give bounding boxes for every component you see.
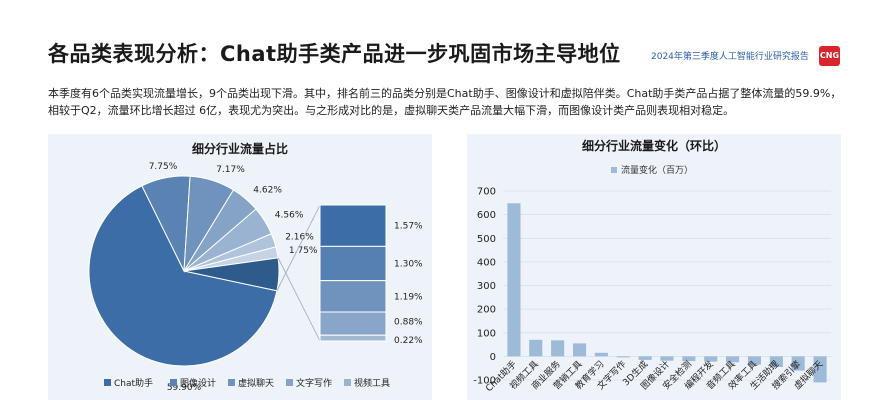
bar — [769, 356, 783, 367]
y-tick-label: -100 — [473, 376, 496, 387]
breakout-segment — [319, 245, 387, 282]
brand-logo: CNG — [819, 46, 840, 66]
legend-swatch — [170, 379, 177, 386]
bar — [813, 356, 827, 383]
page-title: 各品类表现分析：Chat助手类产品进一步巩固市场主导地位 — [48, 42, 621, 66]
pie-chart: 细分行业流量占比 59.90% 7.75% 7.17% 4.62% 4.56% 2.16% 1… — [88, 141, 423, 393]
legend-label: Chat助手 — [114, 377, 153, 389]
bar — [747, 356, 761, 365]
breakout-segment — [319, 334, 387, 342]
legend-swatch — [228, 379, 235, 386]
bar — [507, 203, 521, 357]
bar — [682, 356, 696, 362]
breakout-segment — [319, 204, 387, 247]
pie-slice-label: 59.90% — [167, 383, 202, 393]
breakout-label: 1.57% — [394, 222, 423, 232]
pie-slice — [88, 185, 278, 367]
y-tick-label: 300 — [477, 281, 496, 292]
legend-label: 图像设计 — [180, 377, 216, 389]
legend-swatch — [344, 379, 351, 386]
pie-slice-label: 7.17% — [216, 165, 245, 175]
y-tick-label: 200 — [477, 305, 496, 316]
bar-chart-title: 细分行业流量变化（环比） — [582, 138, 726, 153]
bar — [594, 352, 608, 357]
breakout-connector — [277, 257, 321, 342]
y-tick-label: 600 — [477, 210, 496, 221]
pie-slice-label: 4.62% — [253, 185, 282, 195]
description: 本季度有6个品类实现流量增长，9个品类出现下滑。其中，排名前三的品类分别是Cha… — [48, 85, 848, 119]
bar-chart-panel: 细分行业流量变化（环比） 流量变化（百万） -100 0 100 200 300 400 500… — [467, 134, 841, 400]
legend-swatch — [286, 379, 293, 386]
breakout-connector — [276, 204, 321, 291]
y-tick-label: 700 — [477, 187, 496, 198]
breakout-label: 1.30% — [394, 260, 423, 270]
description-line-1: 本季度有6个品类实现流量增长，9个品类出现下滑。其中，排名前三的品类分别是Cha… — [48, 87, 842, 100]
pie-slice-label: 2.16% — [285, 232, 314, 242]
bar — [616, 356, 630, 358]
pie-chart-title: 细分行业流量占比 — [192, 141, 288, 156]
y-tick-label: 500 — [477, 234, 496, 245]
y-tick-label: 0 — [490, 352, 496, 363]
breakout-label: 0.22% — [394, 336, 423, 346]
legend-label: 视频工具 — [354, 377, 390, 389]
legend-label: 文字写作 — [296, 377, 332, 389]
legend-swatch — [104, 379, 111, 386]
bar — [791, 356, 805, 371]
y-tick-label: 100 — [477, 328, 496, 339]
bar — [529, 339, 543, 357]
legend-label: 虚拟聊天 — [238, 377, 274, 389]
bar — [660, 356, 674, 361]
bar-legend-swatch — [611, 167, 617, 173]
y-tick-label: 400 — [477, 257, 496, 268]
pie-slice-label: 7.75% — [149, 162, 178, 172]
breakout-label: 1.19% — [394, 292, 423, 302]
bar — [726, 356, 740, 363]
pie-slice-label: 1.75% — [289, 246, 318, 256]
bar — [551, 340, 565, 357]
bar-legend-label: 流量变化（百万） — [621, 164, 693, 176]
bar-chart: 细分行业流量变化（环比） 流量变化（百万） -100 0 100 200 300 400 500… — [473, 138, 831, 394]
pie-slice-label: 4.56% — [275, 211, 304, 221]
bar — [704, 356, 718, 362]
breakout-label: 0.88% — [394, 318, 423, 328]
breakout-segment — [319, 280, 387, 313]
breakout-segment — [319, 311, 387, 336]
bar — [573, 343, 587, 357]
pie-chart-panel: 细分行业流量占比 59.90% 7.75% 7.17% 4.62% 4.56% 2.16% 1… — [48, 134, 432, 400]
description-line-2: 相较于Q2，流量环比增长超过 6亿，表现尤为突出。与之形成对比的是，虚拟聊天类产… — [48, 104, 735, 117]
bar — [638, 356, 652, 360]
report-name: 2024年第三季度人工智能行业研究报告 — [651, 52, 809, 62]
